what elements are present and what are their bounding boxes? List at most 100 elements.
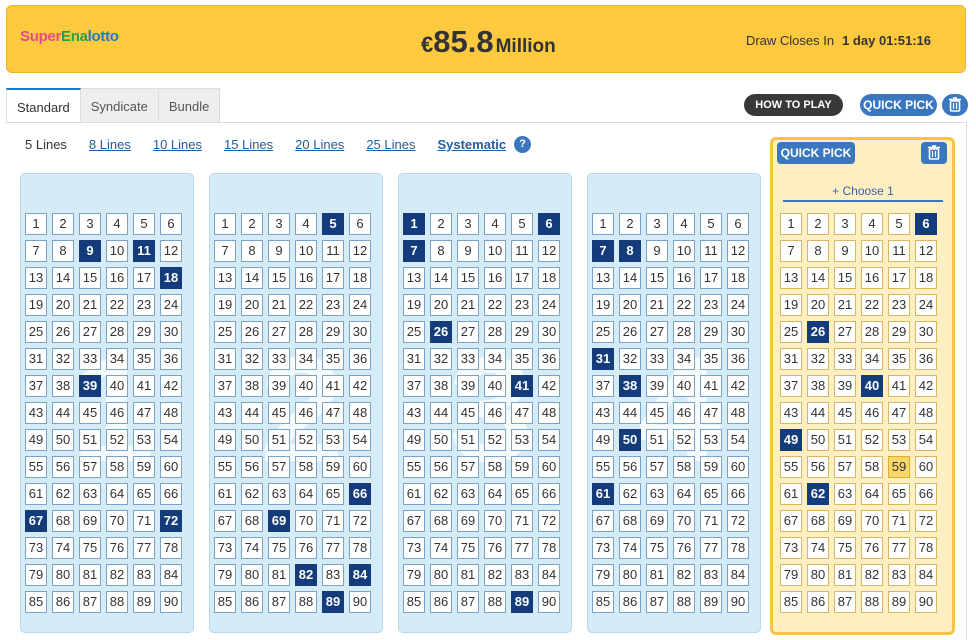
number-cell[interactable]: 39: [646, 375, 668, 397]
number-cell[interactable]: 59: [700, 456, 722, 478]
number-cell[interactable]: 48: [727, 402, 749, 424]
number-cell[interactable]: 62: [52, 483, 74, 505]
number-cell[interactable]: 83: [511, 564, 533, 586]
number-cell[interactable]: 76: [673, 537, 695, 559]
number-cell[interactable]: 79: [214, 564, 236, 586]
number-cell[interactable]: 65: [888, 483, 910, 505]
number-cell[interactable]: 4: [673, 213, 695, 235]
how-to-play-button[interactable]: HOW TO PLAY: [744, 94, 843, 116]
number-cell[interactable]: 70: [295, 510, 317, 532]
number-cell[interactable]: 15: [268, 267, 290, 289]
number-cell[interactable]: 21: [268, 294, 290, 316]
number-cell[interactable]: 49: [780, 429, 802, 451]
number-cell[interactable]: 46: [295, 402, 317, 424]
number-cell[interactable]: 27: [646, 321, 668, 343]
number-cell[interactable]: 10: [673, 240, 695, 262]
number-cell[interactable]: 33: [268, 348, 290, 370]
number-cell[interactable]: 21: [79, 294, 101, 316]
number-cell[interactable]: 43: [214, 402, 236, 424]
number-cell[interactable]: 66: [349, 483, 371, 505]
number-cell[interactable]: 60: [915, 456, 937, 478]
number-cell[interactable]: 51: [457, 429, 479, 451]
number-cell[interactable]: 46: [484, 402, 506, 424]
number-cell[interactable]: 16: [484, 267, 506, 289]
number-cell[interactable]: 64: [106, 483, 128, 505]
number-cell[interactable]: 33: [646, 348, 668, 370]
number-cell[interactable]: 17: [888, 267, 910, 289]
number-cell[interactable]: 32: [807, 348, 829, 370]
number-cell[interactable]: 56: [807, 456, 829, 478]
number-cell[interactable]: 14: [52, 267, 74, 289]
number-cell[interactable]: 34: [295, 348, 317, 370]
number-cell[interactable]: 31: [214, 348, 236, 370]
lines-option-20[interactable]: 20 Lines: [295, 137, 345, 152]
number-cell[interactable]: 55: [403, 456, 425, 478]
number-cell[interactable]: 55: [592, 456, 614, 478]
number-cell[interactable]: 37: [780, 375, 802, 397]
number-cell[interactable]: 90: [349, 591, 371, 613]
number-cell[interactable]: 22: [295, 294, 317, 316]
number-cell[interactable]: 65: [322, 483, 344, 505]
number-cell[interactable]: 42: [915, 375, 937, 397]
number-cell[interactable]: 58: [861, 456, 883, 478]
number-cell[interactable]: 88: [295, 591, 317, 613]
number-cell[interactable]: 16: [295, 267, 317, 289]
number-cell[interactable]: 20: [619, 294, 641, 316]
number-cell[interactable]: 6: [538, 213, 560, 235]
number-cell[interactable]: 5: [322, 213, 344, 235]
number-cell[interactable]: 25: [780, 321, 802, 343]
number-cell[interactable]: 50: [619, 429, 641, 451]
number-cell[interactable]: 44: [430, 402, 452, 424]
number-cell[interactable]: 64: [861, 483, 883, 505]
number-cell[interactable]: 9: [646, 240, 668, 262]
number-cell[interactable]: 3: [457, 213, 479, 235]
number-cell[interactable]: 13: [592, 267, 614, 289]
number-cell[interactable]: 17: [133, 267, 155, 289]
number-cell[interactable]: 75: [834, 537, 856, 559]
number-cell[interactable]: 48: [349, 402, 371, 424]
number-cell[interactable]: 23: [511, 294, 533, 316]
number-cell[interactable]: 63: [646, 483, 668, 505]
number-cell[interactable]: 7: [25, 240, 47, 262]
number-cell[interactable]: 10: [295, 240, 317, 262]
number-cell[interactable]: 48: [915, 402, 937, 424]
number-cell[interactable]: 41: [322, 375, 344, 397]
number-cell[interactable]: 45: [646, 402, 668, 424]
number-cell[interactable]: 81: [646, 564, 668, 586]
number-cell[interactable]: 30: [915, 321, 937, 343]
number-cell[interactable]: 29: [322, 321, 344, 343]
clear-line-button[interactable]: [921, 142, 947, 164]
number-cell[interactable]: 47: [322, 402, 344, 424]
number-cell[interactable]: 53: [700, 429, 722, 451]
number-cell[interactable]: 80: [52, 564, 74, 586]
quick-pick-all-button[interactable]: QUICK PICK: [860, 94, 937, 116]
number-cell[interactable]: 86: [430, 591, 452, 613]
number-cell[interactable]: 84: [727, 564, 749, 586]
number-cell[interactable]: 1: [214, 213, 236, 235]
number-cell[interactable]: 27: [457, 321, 479, 343]
number-cell[interactable]: 47: [700, 402, 722, 424]
number-cell[interactable]: 6: [915, 213, 937, 235]
number-cell[interactable]: 85: [403, 591, 425, 613]
number-cell[interactable]: 76: [861, 537, 883, 559]
number-cell[interactable]: 7: [780, 240, 802, 262]
number-cell[interactable]: 66: [538, 483, 560, 505]
number-cell[interactable]: 12: [349, 240, 371, 262]
number-cell[interactable]: 30: [727, 321, 749, 343]
number-cell[interactable]: 52: [484, 429, 506, 451]
number-cell[interactable]: 70: [861, 510, 883, 532]
lines-option-5[interactable]: 5 Lines: [25, 137, 67, 152]
number-cell[interactable]: 15: [646, 267, 668, 289]
number-cell[interactable]: 38: [807, 375, 829, 397]
number-cell[interactable]: 1: [25, 213, 47, 235]
lines-option-systematic[interactable]: Systematic: [437, 137, 507, 152]
number-cell[interactable]: 45: [268, 402, 290, 424]
number-cell[interactable]: 33: [834, 348, 856, 370]
number-cell[interactable]: 50: [241, 429, 263, 451]
number-cell[interactable]: 58: [106, 456, 128, 478]
number-cell[interactable]: 86: [619, 591, 641, 613]
number-cell[interactable]: 65: [133, 483, 155, 505]
number-cell[interactable]: 88: [106, 591, 128, 613]
number-cell[interactable]: 15: [457, 267, 479, 289]
number-cell[interactable]: 72: [915, 510, 937, 532]
